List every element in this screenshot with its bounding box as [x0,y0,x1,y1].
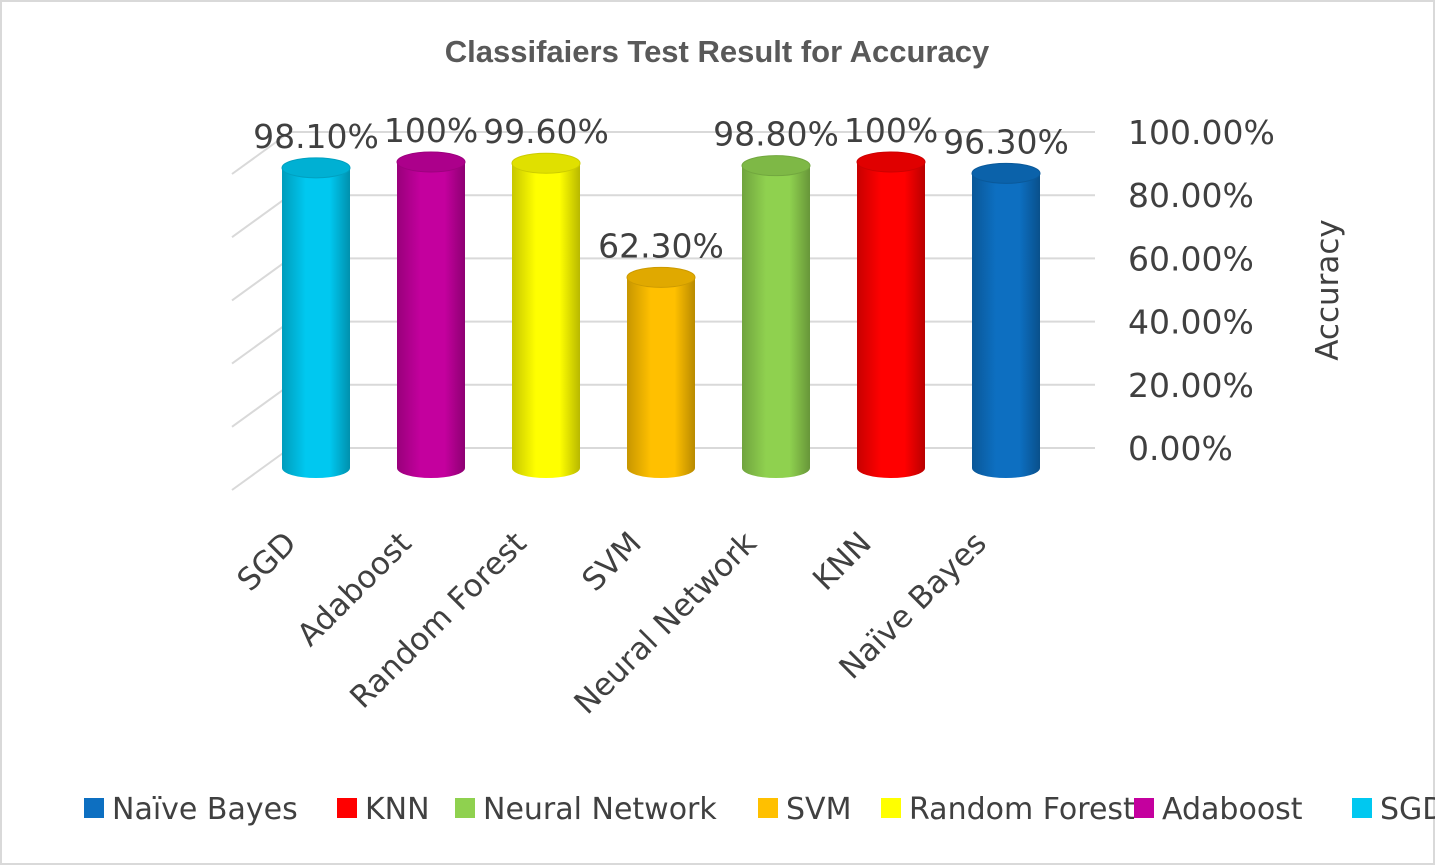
legend-item-neural-network: Neural Network [455,792,717,827]
bar-naive-bayes [971,162,1041,478]
legend-swatch [84,798,104,818]
legend-label: Random Forest [909,792,1135,827]
y-tick-label: 40.00% [1128,303,1254,342]
data-label: 100% [384,111,478,150]
bar-top [396,151,466,173]
bar-adaboost [396,151,466,478]
chart-title: Classifaiers Test Result for Accuracy [445,34,990,69]
bar-top [856,151,926,173]
bar-knn [856,151,926,478]
legend-label: Adaboost [1162,792,1303,827]
category-label: SGD [230,525,303,598]
legend-label: Neural Network [483,792,717,827]
bar-svm [626,266,696,478]
legend-label: SVM [786,792,851,827]
bar-top [971,162,1041,184]
legend-swatch [455,798,475,818]
legend-label: KNN [365,792,430,827]
legend-swatch [337,798,357,818]
gridline-depth [231,194,291,239]
y-tick-label: 60.00% [1128,239,1254,278]
legend-label: SGD [1380,792,1435,827]
y-tick-label: 0.00% [1128,429,1233,468]
bar-body [397,162,465,478]
bar-body [627,277,695,478]
legend-item-random-forest: Random Forest [881,792,1135,827]
data-label: 99.60% [483,112,609,151]
gridline-depth [231,320,291,365]
legend-swatch [1352,798,1372,818]
category-label: SVM [575,525,648,598]
y-axis-ticks: 100.00% 80.00% 60.00% 40.00% 20.00% 0.00% [1128,113,1275,468]
bar-top [281,157,351,179]
legend-swatch [881,798,901,818]
legend: Naïve Bayes KNN Neural Network SVM Random Fo… [84,792,1435,827]
y-tick-label: 20.00% [1128,366,1254,405]
y-tick-label: 80.00% [1128,176,1254,215]
data-label: 62.30% [598,226,724,265]
legend-item-sgd: SGD [1352,792,1435,827]
gridline-depth [231,257,291,302]
bar-body [857,162,925,478]
legend-item-knn: KNN [337,792,430,827]
bar-sgd [281,157,351,478]
bar-body [972,173,1040,478]
bar-top [511,152,581,174]
gridline-depth [231,447,291,491]
bar-top [741,155,811,177]
bar-random-forest [511,152,581,478]
legend-item-naive-bayes: Naïve Bayes [84,792,298,827]
data-labels: 98.10% 100% 99.60%62.30%98.80% 100% 96.30% [253,111,1069,265]
gridline-depth [231,383,291,428]
data-label: 98.80% [713,115,839,154]
bar-body [742,165,810,478]
y-tick-label: 100.00% [1128,113,1275,152]
y-axis-title: Accuracy [1310,219,1346,361]
legend-swatch [758,798,778,818]
data-label: 98.10% [253,117,379,156]
legend-label: Naïve Bayes [112,792,298,827]
legend-item-svm: SVM [758,792,851,827]
bar-body [512,163,580,478]
category-label: KNN [806,525,879,598]
data-label: 96.30% [943,122,1069,161]
legend-item-adaboost: Adaboost [1134,792,1303,827]
bar-body [282,167,350,478]
bars [281,151,1041,478]
data-label: 100% [844,111,938,150]
bar-neural-network [741,155,811,478]
bar-top [626,266,696,288]
legend-swatch [1134,798,1154,818]
gridline-depth [231,131,291,175]
